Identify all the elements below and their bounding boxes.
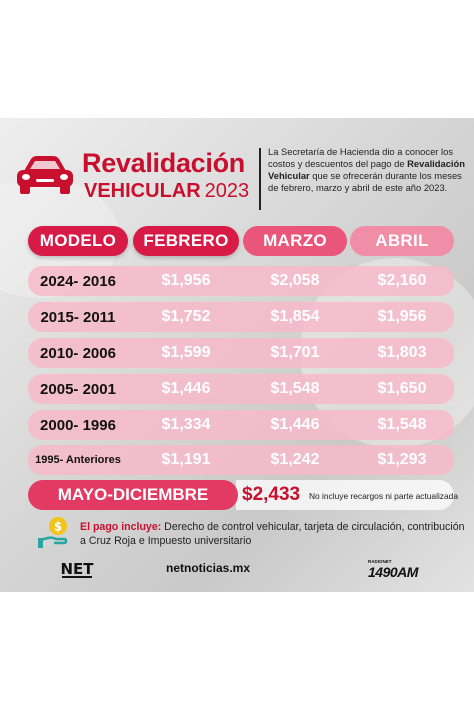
marzo-cell: $1,548 bbox=[270, 380, 320, 397]
infographic-card: Revalidación VEHICULAR 2023 La Secretaría… bbox=[0, 118, 474, 592]
title-line1: Revalidación bbox=[82, 148, 245, 178]
abril-cell: $2,160 bbox=[377, 272, 427, 289]
abril-cell: $1,803 bbox=[377, 344, 427, 361]
car-icon bbox=[17, 156, 73, 194]
febrero-cell: $1,956 bbox=[161, 272, 211, 289]
net-logo-text: NET bbox=[60, 560, 94, 578]
radio-frequency: 1490AM bbox=[368, 564, 418, 580]
incluye-text: El pago incluye: Derecho de control vehi… bbox=[80, 520, 468, 548]
modelo-cell: 1995- Anteriores bbox=[35, 454, 121, 466]
money-hand-icon: $ bbox=[38, 517, 68, 548]
table-row: 2024- 2016 $1,956 $2,058 $2,160 bbox=[28, 266, 454, 296]
header-febrero: FEBRERO bbox=[133, 226, 239, 256]
title-line2: VEHICULAR 2023 bbox=[84, 180, 249, 203]
mayo-background bbox=[236, 480, 454, 510]
title-vehicular: VEHICULAR bbox=[84, 180, 201, 202]
febrero-cell: $1,599 bbox=[161, 344, 211, 361]
description-pre: La Secretaría de Hacienda dio a conocer … bbox=[268, 146, 454, 169]
table-row: 2005- 2001 $1,446 $1,548 $1,650 bbox=[28, 374, 454, 404]
abril-cell: $1,650 bbox=[377, 380, 427, 397]
febrero-cell: $1,191 bbox=[161, 451, 211, 468]
description-post: que se ofrecerán durante los meses de fe… bbox=[268, 170, 462, 193]
radio-label: RADIONET bbox=[368, 559, 392, 564]
header-abril: ABRIL bbox=[350, 226, 454, 256]
marzo-cell: $1,242 bbox=[270, 451, 320, 468]
febrero-cell: $1,752 bbox=[161, 308, 211, 325]
net-logo: NET bbox=[60, 560, 94, 578]
modelo-cell: 2015- 2011 bbox=[40, 308, 116, 326]
abril-cell: $1,956 bbox=[377, 308, 427, 325]
table-row: 2000- 1996 $1,334 $1,446 $1,548 bbox=[28, 410, 454, 440]
mayo-note: No incluye recargos ni parte actualizada bbox=[309, 491, 458, 501]
marzo-cell: $2,058 bbox=[270, 272, 320, 289]
table-row: 1995- Anteriores $1,191 $1,242 $1,293 bbox=[28, 445, 454, 475]
marzo-cell: $1,446 bbox=[270, 416, 320, 433]
abril-cell: $1,293 bbox=[377, 451, 427, 468]
svg-text:$: $ bbox=[54, 520, 62, 534]
marzo-cell: $1,854 bbox=[270, 308, 320, 325]
febrero-cell: $1,446 bbox=[161, 380, 211, 397]
incluye-body: Derecho de control vehicular, tarjeta de… bbox=[80, 521, 465, 547]
modelo-cell: 2010- 2006 bbox=[40, 344, 116, 362]
mayo-amount: $2,433 bbox=[242, 484, 301, 505]
modelo-cell: 2024- 2016 bbox=[40, 272, 116, 290]
marzo-cell: $1,701 bbox=[270, 344, 320, 361]
description: La Secretaría de Hacienda dio a conocer … bbox=[268, 146, 468, 194]
header-marzo: MARZO bbox=[243, 226, 347, 256]
description-bold: Revalidación Vehicular bbox=[268, 158, 465, 181]
table-row: 2010- 2006 $1,599 $1,701 $1,803 bbox=[28, 338, 454, 368]
divider bbox=[259, 148, 261, 210]
febrero-cell: $1,334 bbox=[161, 416, 211, 433]
abril-cell: $1,548 bbox=[377, 416, 427, 433]
header-modelo: MODELO bbox=[28, 226, 128, 256]
header: Revalidación VEHICULAR 2023 La Secretaría… bbox=[0, 118, 474, 218]
table-row: 2015- 2011 $1,752 $1,854 $1,956 bbox=[28, 302, 454, 332]
incluye-label: El pago incluye: bbox=[80, 521, 162, 533]
mayo-label: MAYO-DICIEMBRE bbox=[28, 480, 238, 510]
modelo-cell: 2000- 1996 bbox=[40, 416, 116, 434]
footer-url: netnoticias.mx bbox=[166, 561, 251, 575]
title-year: 2023 bbox=[204, 180, 250, 202]
modelo-cell: 2005- 2001 bbox=[40, 380, 116, 398]
